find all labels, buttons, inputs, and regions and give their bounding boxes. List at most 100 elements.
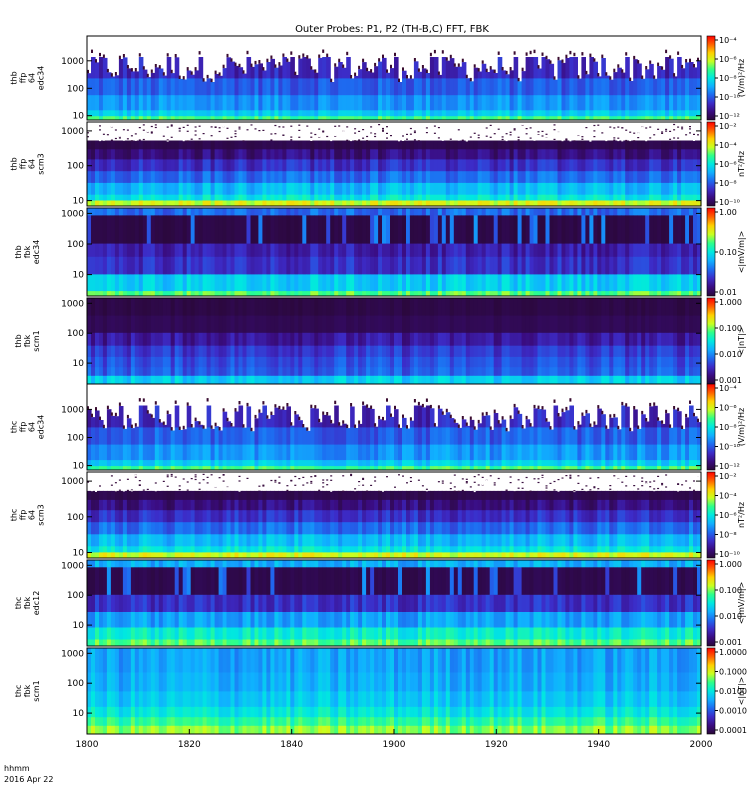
y-tick-label: 100 <box>67 513 84 523</box>
y-label-line: scm1 <box>32 680 41 701</box>
panel-frame <box>86 471 702 559</box>
colorbar-tick-label: 0.010 <box>719 350 742 359</box>
spectrogram-thc-ffp-b <box>87 473 702 559</box>
colorbar-thb-ffp-b <box>706 121 716 207</box>
colorbar-tick-label: 10⁻² <box>719 122 737 131</box>
y-label-line: fbk <box>23 684 32 697</box>
y-label-line: scm3 <box>37 153 46 174</box>
y-tick-label: 100 <box>67 329 84 339</box>
y-label-line: scm1 <box>32 330 41 351</box>
panel-thc-ffp-b: 10 100 1000 thc ffp 64 scm3 10⁻² 10⁻⁴ 10⁻⁶ 10⁻⁸ 10⁻… <box>10 471 746 559</box>
colorbar-label: <|nT|> <box>737 327 746 356</box>
spectrogram-thb-fbk-e <box>87 208 702 297</box>
y-label-line: ffp <box>19 422 28 433</box>
x-axis-label: hhmm <box>4 764 30 773</box>
y-label-line: scm3 <box>37 504 46 525</box>
panel-thc-fbk-b: 10 100 1000 thc fbk scm1 1.0000 0.1000 0.0100 0.0… <box>14 647 747 735</box>
y-label-line: edc34 <box>32 240 41 265</box>
colorbar-tick-label: 10⁻⁸ <box>719 74 737 83</box>
spectrogram-thb-ffp-e <box>87 36 702 121</box>
colorbar-tick-label: 10⁻⁸ <box>719 531 737 540</box>
colorbar-tick-label: 0.010 <box>719 612 742 621</box>
y-tick-label: 100 <box>67 240 84 250</box>
y-tick-label: 100 <box>67 84 84 94</box>
y-label-line: thc <box>10 421 19 434</box>
y-label-line: fbk <box>23 596 32 609</box>
spectrogram-thb-ffp-b <box>87 123 702 207</box>
y-label-line: ffp <box>19 159 28 170</box>
colorbar-tick-label: 10⁻¹² <box>719 112 740 121</box>
colorbar-thb-fbk-b <box>706 297 716 385</box>
y-tick-label: 10 <box>73 621 85 631</box>
colorbar-tick-label: 10⁻⁸ <box>719 179 737 188</box>
y-label-line: 64 <box>28 422 37 432</box>
figure-title: Outer Probes: P1, P2 (TH-B,C) FFT, FBK <box>295 24 489 35</box>
panel-thc-fbk-e: 10 100 1000 thc fbk edc12 1.000 0.100 0.010 0.001… <box>14 559 746 647</box>
y-tick-label: 1000 <box>61 209 84 219</box>
colorbar-tick-label: 10⁻¹² <box>719 462 740 471</box>
y-label-line: edc34 <box>37 66 46 91</box>
colorbar-tick-label: 10⁻⁶ <box>719 511 737 520</box>
colorbar-tick-label: 0.10 <box>719 248 737 257</box>
y-tick-label: 1000 <box>61 405 84 415</box>
colorbar-tick-label: 10⁻² <box>719 472 737 481</box>
colorbar-tick-label: 0.001 <box>719 638 742 647</box>
x-tick-label: 1820 <box>178 740 201 750</box>
y-label-line: edc12 <box>32 591 41 616</box>
panel-thb-ffp-e: 10 100 1000 thb ffp 64 edc34 10⁻⁴ 10⁻⁶ 10⁻⁸ 10⁻¹⁰ 1… <box>10 35 746 122</box>
spectrogram-thc-ffp-e <box>87 384 702 471</box>
y-label-line: 64 <box>28 510 37 520</box>
y-tick-label: 10 <box>73 271 85 281</box>
y-label-line: thb <box>14 245 23 258</box>
x-tick-label: 1840 <box>280 740 303 750</box>
y-tick-label: 10 <box>73 112 85 122</box>
panel-frame <box>86 121 702 207</box>
x-tick-label: 1920 <box>485 740 508 750</box>
y-tick-label: 10 <box>73 462 85 472</box>
colorbar-thc-ffp-e <box>706 383 716 471</box>
y-label-line: thc <box>14 597 23 610</box>
y-label-line: 64 <box>28 159 37 169</box>
colorbar-tick-label: 10⁻¹⁰ <box>719 198 740 207</box>
colorbar-tick-label: 1.00 <box>719 208 737 217</box>
y-label-line: thb <box>10 71 19 84</box>
y-tick-label: 10 <box>73 197 85 207</box>
colorbar-tick-label: 1.000 <box>719 560 742 569</box>
spectrogram-thb-fbk-b <box>87 298 702 385</box>
x-tick-label: 1800 <box>76 740 99 750</box>
colorbar-tick-label: 1.0000 <box>719 648 747 657</box>
y-tick-label: 1000 <box>61 57 84 67</box>
colorbar-tick-label: 10⁻⁶ <box>719 55 737 64</box>
x-tick-label: 2000 <box>690 740 713 750</box>
y-label-line: 64 <box>28 73 37 83</box>
colorbar-tick-label: 10⁻⁸ <box>719 423 737 432</box>
colorbar-tick-label: 10⁻⁶ <box>719 160 737 169</box>
colorbar-tick-label: 10⁻¹⁰ <box>719 93 740 102</box>
y-tick-label: 10 <box>73 359 85 369</box>
y-label-line: thc <box>14 685 23 698</box>
y-tick-label: 1000 <box>61 299 84 309</box>
colorbar-tick-label: 0.100 <box>719 324 742 333</box>
colorbar-tick-label: 10⁻¹⁰ <box>719 550 740 559</box>
colorbar-tick-label: 0.100 <box>719 586 742 595</box>
y-tick-label: 1000 <box>61 561 84 571</box>
panel-thb-ffp-b: 10 100 1000 thb ffp 64 scm3 10⁻² 10⁻⁴ 10⁻⁶ 10⁻⁸ 10⁻… <box>10 121 746 207</box>
colorbar-label: (V/m)²/Hz <box>737 408 746 446</box>
panel-thc-ffp-e: 10 100 1000 thc ffp 64 edc34 10⁻⁴ 10⁻⁶ 10⁻⁸ 10⁻¹⁰ 1… <box>10 383 746 472</box>
y-label-line: fbk <box>23 245 32 258</box>
colorbar-label: nT²/Hz <box>737 151 746 177</box>
colorbar-tick-label: 0.0010 <box>719 707 747 716</box>
colorbar-thc-fbk-e <box>706 559 716 647</box>
x-axis: 1800 1820 1840 1900 1920 1940 2000 <box>76 729 713 750</box>
colorbar-thb-ffp-e <box>706 35 716 121</box>
y-label-line: thb <box>14 334 23 347</box>
spectrogram-thc-fbk-b <box>87 648 702 735</box>
colorbar-label: (V/m)²/Hz <box>737 59 746 97</box>
y-tick-label: 1000 <box>61 477 84 487</box>
colorbar-tick-label: 10⁻⁴ <box>719 492 737 501</box>
colorbar-label: <|nT|> <box>737 677 746 706</box>
colorbar-label: nT²/Hz <box>737 502 746 528</box>
y-tick-label: 100 <box>67 434 84 444</box>
